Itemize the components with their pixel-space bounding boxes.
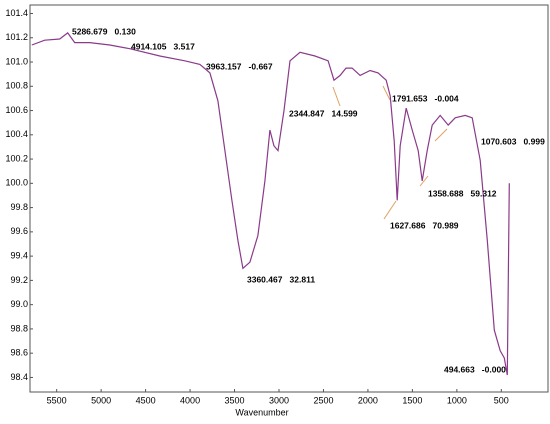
y-tick-label: 101.0 [5, 56, 28, 66]
peak-annotation: 1791.653 -0.004 [392, 93, 459, 103]
peak-annotation: 3360.467 32.811 [247, 274, 315, 284]
x-tick-label: 1000 [447, 395, 467, 405]
x-tick-label: 5000 [91, 395, 111, 405]
y-tick-label: 98.6 [10, 348, 28, 358]
y-tick-label: 98.8 [10, 323, 28, 333]
x-tick-label: 2500 [313, 395, 333, 405]
leader-line [419, 175, 429, 187]
x-tick-label: 4500 [136, 395, 156, 405]
y-tick-label: 100.2 [5, 153, 28, 163]
x-tick-label: 2000 [358, 395, 378, 405]
leader-line [434, 128, 448, 142]
x-tick-label: 3000 [269, 395, 289, 405]
y-tick-label: 100.6 [5, 105, 28, 115]
y-tick-label: 101.2 [5, 32, 28, 42]
x-tick-label: 500 [494, 395, 509, 405]
y-tick-label: 99.8 [10, 202, 28, 212]
peak-annotation: 5286.679 0.130 [72, 26, 136, 36]
plot-frame [29, 4, 549, 393]
spectrum-line [31, 32, 510, 376]
x-tick-label: 5500 [47, 395, 67, 405]
peak-annotation: 4914.105 3.517 [131, 41, 195, 51]
x-axis-label: Wavenumber [235, 407, 288, 417]
peak-annotation: 1358.688 59.312 [428, 188, 497, 198]
x-tick-label: 1500 [402, 395, 422, 405]
peak-annotation: 494.663 -0.000 [444, 364, 506, 374]
y-tick-label: 99.4 [10, 251, 28, 261]
y-tick-label: 100.4 [5, 129, 28, 139]
y-tick-label: 98.4 [10, 372, 28, 382]
peak-annotation: 2344.847 14.599 [289, 108, 358, 118]
y-tick-label: 99.2 [10, 275, 28, 285]
y-tick-label: 100.8 [5, 81, 28, 91]
y-tick-label: 99.6 [10, 226, 28, 236]
peak-annotation: 1627.686 70.989 [390, 220, 459, 230]
y-tick-label: 99.0 [10, 299, 28, 309]
x-tick-label: 3500 [225, 395, 245, 405]
x-tick-label: 4000 [180, 395, 200, 405]
y-tick-label: 101.4 [5, 8, 28, 18]
leader-line [383, 200, 397, 220]
y-tick-label: 100.0 [5, 178, 28, 188]
peak-annotation: 1070.603 0.999 [481, 136, 545, 146]
leader-line [332, 86, 341, 107]
leader-line [382, 85, 391, 101]
peak-annotation: 3963.157 -0.667 [206, 61, 273, 71]
